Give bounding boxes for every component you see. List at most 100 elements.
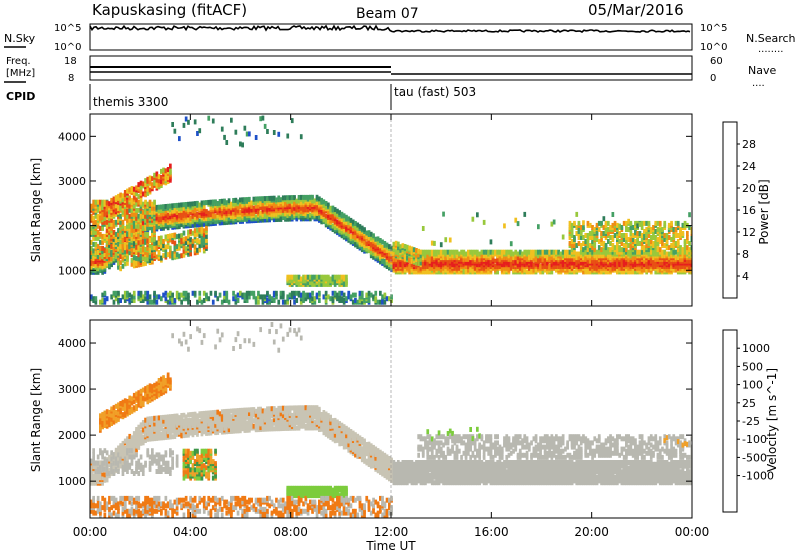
power-cell xyxy=(543,256,547,262)
power-cell xyxy=(99,245,102,251)
power-cell xyxy=(96,266,100,272)
power-cell xyxy=(514,217,518,223)
power-cell xyxy=(259,116,262,122)
power-cell xyxy=(146,201,150,207)
power-cell xyxy=(263,217,267,223)
power-cell xyxy=(227,198,231,204)
power-cell xyxy=(105,219,109,225)
power-cell xyxy=(153,172,156,178)
power-cell xyxy=(390,245,393,251)
power-cell xyxy=(419,256,423,262)
power-cell xyxy=(182,122,186,128)
power-cell xyxy=(245,216,249,222)
power-cell xyxy=(320,205,323,210)
power-cell xyxy=(360,225,364,231)
power-cell xyxy=(266,298,269,303)
power-cell xyxy=(654,239,658,244)
power-cell xyxy=(363,239,366,245)
power-cell xyxy=(667,245,671,251)
power-cell xyxy=(586,233,590,238)
power-cell xyxy=(670,249,673,255)
power-cell xyxy=(184,202,188,207)
power-cell xyxy=(117,290,120,296)
power-cell xyxy=(489,239,493,245)
power-cell xyxy=(573,235,576,240)
power-cell xyxy=(525,269,529,275)
power-cell xyxy=(184,246,188,252)
power-cell xyxy=(688,258,691,264)
power-cell xyxy=(600,247,603,253)
power-cell xyxy=(634,230,637,236)
power-cell xyxy=(577,251,581,257)
power-cell xyxy=(153,209,156,215)
power-cell xyxy=(625,255,628,261)
power-cell xyxy=(254,200,258,206)
power-cell xyxy=(473,249,477,255)
power-cell xyxy=(207,210,211,216)
power-cell xyxy=(324,298,328,303)
colorbar-tick-label: 16 xyxy=(742,204,756,217)
power-cell xyxy=(166,292,170,298)
power-cell xyxy=(137,182,141,188)
power-cell xyxy=(548,264,551,269)
power-cell xyxy=(397,264,400,269)
power-cell xyxy=(588,249,592,255)
power-cell xyxy=(448,249,452,255)
power-cell xyxy=(144,178,147,184)
velocity-cell xyxy=(94,510,98,516)
power-cell xyxy=(518,249,522,255)
power-cell xyxy=(148,187,152,193)
power-cell xyxy=(96,207,100,213)
power-cell xyxy=(144,199,147,205)
power-cell xyxy=(180,214,183,220)
power-cell xyxy=(667,251,671,257)
power-cell xyxy=(103,252,107,257)
power-cell xyxy=(658,247,662,253)
power-cell xyxy=(223,290,226,296)
power-cell xyxy=(570,264,574,269)
power-cell xyxy=(155,171,159,177)
power-cell xyxy=(123,225,127,231)
power-cell xyxy=(135,215,138,221)
power-cell xyxy=(430,265,434,271)
power-cell xyxy=(311,290,314,296)
power-cell xyxy=(424,260,427,266)
power-cell xyxy=(153,290,156,296)
power-cell xyxy=(166,299,170,305)
power-cell xyxy=(442,249,445,255)
velocity-cell xyxy=(92,480,95,486)
power-cell xyxy=(372,294,375,300)
power-cell xyxy=(105,227,109,233)
power-cell xyxy=(144,213,147,219)
power-cell xyxy=(408,256,411,262)
power-cell xyxy=(625,227,628,232)
power-cell xyxy=(593,235,597,241)
velocity-cell xyxy=(90,473,93,479)
power-cell xyxy=(383,299,387,305)
power-cell xyxy=(160,168,163,174)
power-cell xyxy=(532,262,536,268)
power-cell xyxy=(525,249,529,255)
power-cell xyxy=(290,290,294,296)
power-cell xyxy=(220,299,224,305)
power-cell xyxy=(528,249,531,255)
velocity-cell xyxy=(99,501,102,507)
power-cell xyxy=(342,216,346,222)
power-cell xyxy=(656,237,660,242)
power-cell xyxy=(139,213,143,219)
power-cell xyxy=(94,296,98,302)
power-cell xyxy=(266,290,269,296)
power-cell xyxy=(151,182,154,188)
velocity-cell xyxy=(94,473,98,479)
power-cell xyxy=(130,207,134,213)
power-cell xyxy=(437,249,441,255)
power-cell xyxy=(119,244,122,250)
power-cell xyxy=(141,261,145,267)
power-cell xyxy=(90,213,93,219)
power-cell xyxy=(166,218,170,224)
power-cell xyxy=(151,245,154,251)
power-cell xyxy=(135,256,138,261)
power-cell xyxy=(148,237,152,243)
power-cell xyxy=(351,219,355,225)
power-cell xyxy=(649,235,653,240)
